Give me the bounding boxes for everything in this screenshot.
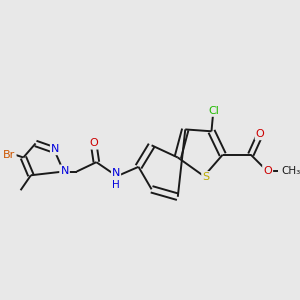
Text: O: O bbox=[89, 138, 98, 148]
Text: H: H bbox=[112, 180, 120, 190]
Text: N: N bbox=[112, 168, 120, 178]
Text: N: N bbox=[60, 166, 69, 176]
Text: CH₃: CH₃ bbox=[282, 166, 300, 176]
Text: Cl: Cl bbox=[208, 106, 219, 116]
Text: O: O bbox=[263, 166, 272, 176]
Text: S: S bbox=[202, 172, 209, 182]
Text: O: O bbox=[256, 129, 265, 139]
Text: Br: Br bbox=[3, 150, 16, 160]
Text: N: N bbox=[51, 144, 59, 154]
